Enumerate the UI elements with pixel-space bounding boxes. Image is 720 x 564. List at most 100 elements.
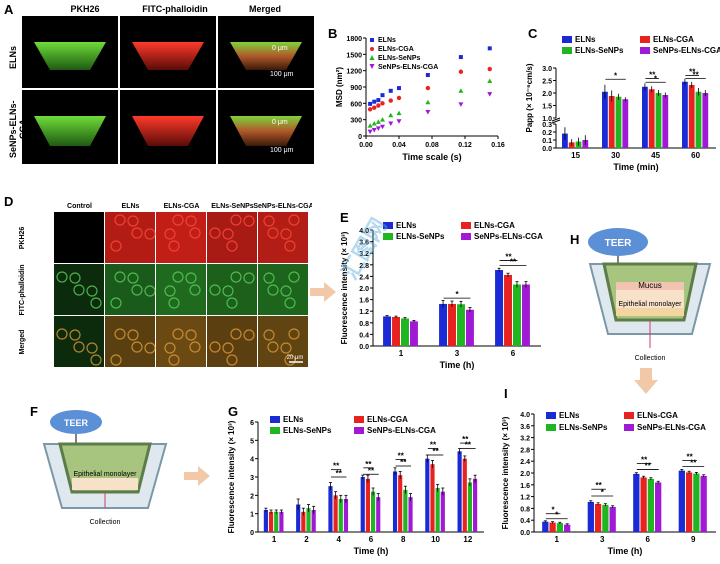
bar [440, 491, 445, 532]
flow-arrow-icon-2 [184, 466, 210, 486]
grid-col-label: ELNs-CGA [164, 203, 200, 210]
y-tick-label: 2.8 [520, 447, 530, 454]
cell-icon [110, 354, 122, 366]
y-tick-label: 0.2 [542, 130, 552, 137]
y-tick-label: 3.6 [520, 424, 530, 431]
cell-icon [209, 341, 221, 353]
micrograph-tile [105, 316, 155, 367]
bar [688, 85, 695, 148]
legend-label: ELNs-SeNPs [559, 423, 608, 432]
x-tick-label: 15 [571, 151, 580, 160]
bar [647, 478, 655, 532]
x-tick-label: 0.16 [491, 142, 505, 149]
x-tick-label: 1 [272, 535, 277, 544]
scatter-point [425, 73, 430, 78]
panel-h-schematic: TEER Mucus Epithelial monolayer Collecti… [588, 228, 712, 362]
scatter-point [372, 99, 377, 104]
bar [640, 477, 647, 532]
x-tick-label: 60 [691, 151, 700, 160]
y-tick-label: 0 [358, 134, 362, 141]
y-tick-label: 1.2 [359, 309, 369, 316]
panel-a-images: 0 μm 100 μm 0 μm 100 μm [22, 16, 314, 164]
scatter-point [487, 66, 492, 72]
cell-icon [189, 284, 201, 296]
y-tick-label: 2 [250, 493, 254, 500]
cell-icon [226, 240, 238, 252]
legend-label: ELNs [575, 35, 596, 44]
bar [682, 81, 688, 148]
y-tick-label: 0.4 [359, 332, 369, 339]
bar [693, 473, 700, 532]
bar [306, 508, 311, 532]
cell-icon [164, 228, 176, 240]
x-tick-label: 6 [511, 349, 516, 358]
scatter-point [425, 85, 431, 91]
bar [467, 482, 473, 532]
bar [408, 497, 413, 532]
cell-icon [230, 214, 242, 226]
x-axis-label: Time (h) [608, 546, 643, 556]
cell-icon [222, 285, 234, 297]
cell-icon [243, 329, 255, 341]
sig-star: * [455, 290, 459, 299]
y-tick-label: 3.0 [542, 66, 552, 73]
bar [521, 284, 530, 346]
y-axis-label: Papp (× 10⁻⁶cm/s) [525, 63, 534, 132]
cell-icon [230, 328, 242, 340]
bar [457, 304, 465, 346]
legend-label: SeNPs-ELNs-CGA [637, 423, 706, 432]
cell-icon [222, 228, 234, 240]
scatter-point [396, 95, 402, 101]
bar [594, 503, 602, 532]
sig-star: ** [595, 481, 602, 490]
cell-icon [144, 285, 156, 297]
y-tick-label: 1.0 [542, 116, 552, 123]
cell-icon [131, 227, 143, 239]
y-tick-label: 0.0 [520, 530, 530, 537]
teer-electrode-icon-f [50, 410, 102, 434]
legend-label: ELNs-SeNPs [396, 232, 445, 241]
legend-label: SeNPs-ELNs-CGA [378, 64, 438, 71]
bar [311, 510, 316, 532]
legend-label: ELNs-CGA [378, 46, 414, 53]
cell-icon [90, 354, 102, 366]
bar [392, 471, 398, 532]
scatter-point [388, 121, 394, 126]
micrograph-tile [156, 316, 206, 367]
y-tick-label: 300 [350, 118, 362, 125]
bar [609, 506, 616, 532]
cell-icon [86, 342, 98, 354]
collection-label-f: Collection [90, 519, 121, 526]
cell-icon [189, 227, 201, 239]
scatter-point [371, 128, 377, 133]
legend-marker [369, 64, 375, 69]
cell-icon [284, 297, 296, 309]
sig-star: * [614, 71, 618, 80]
legend-swatch [562, 47, 572, 54]
monolayer-label-f: Epithelial monolayer [73, 471, 137, 478]
y-axis-label: Fluorescence intensity (× 10³) [227, 420, 236, 533]
bar [655, 93, 662, 148]
cell-icon [73, 284, 85, 296]
x-tick-label: 6 [646, 535, 651, 544]
bar [457, 451, 462, 532]
x-tick-label: 1 [399, 349, 404, 358]
y-tick-label: 1200 [346, 69, 362, 76]
cell-icon [263, 329, 275, 341]
bar [338, 499, 343, 532]
scatter-point [380, 124, 385, 130]
y-tick-label: 0.0 [359, 344, 369, 351]
monolayer-label-h: Epithelial monolayer [618, 301, 682, 308]
panel-h-label: H [570, 232, 580, 247]
legend-label: ELNs [396, 221, 417, 230]
sig-star: ** [430, 441, 437, 450]
y-tick-label: 0.1 [542, 138, 552, 145]
cell-icon [114, 271, 126, 283]
bar [409, 321, 418, 346]
sig-star: ** [333, 462, 340, 471]
bar [328, 486, 333, 532]
cell-icon [243, 272, 255, 284]
bar [564, 524, 571, 532]
cell-icon [280, 342, 292, 354]
x-tick-label: 2 [304, 535, 309, 544]
